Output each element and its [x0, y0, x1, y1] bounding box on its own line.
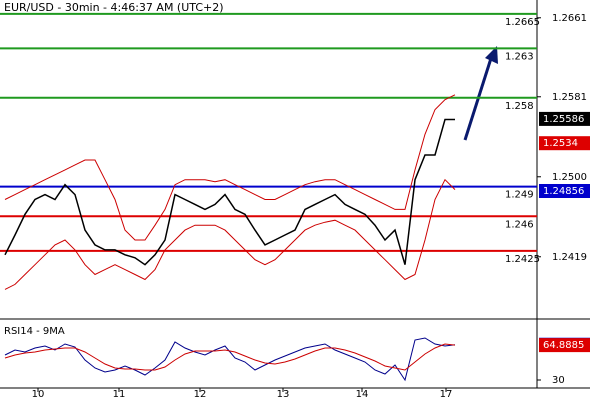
y-tick-label: 1.2500: [552, 172, 587, 183]
x-tick-label: 12: [194, 389, 207, 400]
y-tick-label: 1.2581: [552, 92, 587, 103]
rsi-title: RSI14 - 9MA: [4, 326, 65, 337]
price-tag-label: 1.2534: [543, 138, 578, 149]
level-label: 1.249: [505, 190, 534, 201]
series-line: [4, 178, 456, 290]
y-tick-label: 30: [552, 375, 565, 386]
forecast-arrow: [463, 51, 495, 141]
series-line: [4, 118, 455, 266]
price-tag: [539, 183, 590, 198]
x-tick-label: 10: [32, 389, 45, 400]
x-tick-label: 11: [113, 389, 126, 400]
y-tick-label: 1.2419: [552, 252, 587, 263]
price-tag-label: 1.24856: [543, 186, 584, 197]
level-label: 1.263: [505, 51, 534, 62]
price-tag-label: 1.25586: [543, 114, 584, 125]
price-tag-label: 64.8885: [543, 340, 584, 351]
x-tick-label: 14: [356, 389, 369, 400]
price-tag: [539, 136, 590, 151]
level-label: 1.2425: [505, 254, 540, 265]
x-tick-label: 17: [440, 389, 453, 400]
y-tick-label: 1.2661: [552, 13, 587, 24]
series-line: [4, 337, 456, 382]
level-label: 1.2665: [505, 17, 540, 28]
price-tag: [539, 111, 590, 126]
level-label: 1.246: [505, 219, 534, 230]
series-line: [4, 94, 456, 241]
price-tag: [539, 338, 590, 353]
x-tick-label: 13: [277, 389, 290, 400]
level-label: 1.258: [505, 101, 534, 112]
forecast-arrowhead: [485, 46, 498, 64]
series-line: [4, 343, 456, 371]
chart-title: EUR/USD - 30min - 4:46:37 AM (UTC+2): [4, 1, 224, 14]
